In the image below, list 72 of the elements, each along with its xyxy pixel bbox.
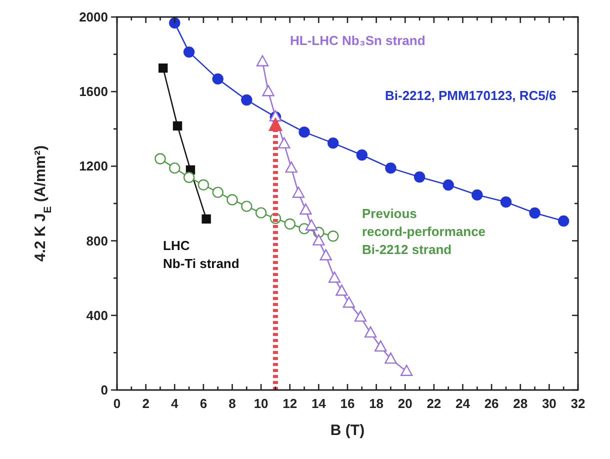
point xyxy=(305,219,318,230)
y-tick-label: 0 xyxy=(100,382,108,398)
x-tick-label: 28 xyxy=(513,396,528,411)
point xyxy=(285,161,298,173)
point xyxy=(284,218,296,230)
x-tick-label: 0 xyxy=(113,396,121,411)
point xyxy=(500,196,512,208)
point xyxy=(384,352,397,364)
point xyxy=(202,214,211,224)
point xyxy=(255,207,267,218)
x-tick-label: 20 xyxy=(398,396,412,411)
series-label: Previous record-performance Bi-2212 strand xyxy=(362,206,486,257)
point xyxy=(198,179,210,190)
point xyxy=(320,249,332,260)
x-tick-label: 2 xyxy=(142,396,150,411)
y-tick-label: 2000 xyxy=(79,10,108,24)
text: Bi-2212, PMM170123, RC5/6 xyxy=(385,88,556,103)
point xyxy=(558,215,570,227)
x-tick-label: 12 xyxy=(282,396,298,411)
point xyxy=(169,162,180,174)
x-tick-label: 8 xyxy=(228,396,236,411)
point xyxy=(169,17,180,29)
text: HL-LHC Nb₃Sn strand xyxy=(290,33,426,48)
point xyxy=(241,200,252,212)
point xyxy=(374,340,387,352)
x-tick-label: 16 xyxy=(340,396,355,411)
y-tick-label: 800 xyxy=(86,233,108,248)
point xyxy=(278,137,290,148)
point xyxy=(342,296,356,308)
point xyxy=(364,326,377,338)
point xyxy=(312,234,325,246)
point xyxy=(442,179,454,191)
point xyxy=(154,153,166,164)
point xyxy=(328,272,341,283)
x-axis-title: B (T) xyxy=(330,422,365,439)
point xyxy=(158,63,168,73)
y-tick-label: 1600 xyxy=(79,84,108,100)
x-tick-label: 10 xyxy=(254,396,268,411)
point xyxy=(292,186,305,198)
point xyxy=(354,310,367,322)
point xyxy=(212,73,224,85)
point xyxy=(172,121,182,131)
point xyxy=(300,203,312,215)
point xyxy=(262,85,274,96)
x-tick-label: 6 xyxy=(200,396,208,411)
point xyxy=(241,94,252,106)
point xyxy=(183,172,195,183)
text: LHC Nb-Ti strand xyxy=(163,238,240,271)
point xyxy=(256,55,269,66)
x-tick-label: 24 xyxy=(456,396,471,411)
x-tick-label: 18 xyxy=(369,396,384,411)
point xyxy=(529,207,540,219)
point xyxy=(327,230,339,242)
x-tick-label: 26 xyxy=(484,396,499,411)
point xyxy=(212,186,224,198)
point xyxy=(226,194,238,206)
point xyxy=(336,284,348,296)
x-tick-label: 32 xyxy=(570,396,586,411)
point xyxy=(472,189,483,201)
y-tick-label: 400 xyxy=(86,308,108,323)
x-tick-label: 4 xyxy=(171,396,180,411)
point xyxy=(327,137,339,149)
x-tick-label: 14 xyxy=(311,396,327,411)
point xyxy=(385,162,396,174)
y-tick-label: 1200 xyxy=(79,158,108,174)
point xyxy=(183,46,195,58)
x-tick-label: 30 xyxy=(542,396,556,411)
point xyxy=(414,171,426,183)
x-tick-label: 22 xyxy=(426,396,442,411)
point xyxy=(356,149,368,161)
point xyxy=(298,126,310,138)
point xyxy=(400,364,413,376)
